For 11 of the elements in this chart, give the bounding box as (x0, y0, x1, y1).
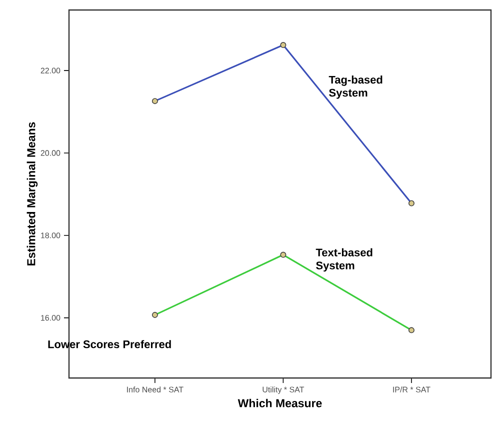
y-tick-label: 16.00 (41, 314, 60, 321)
series-label: Tag-based System (328, 76, 382, 99)
x-tick-label: IP/R * SAT (393, 386, 430, 392)
y-axis-title: Estimated Marginal Means (26, 122, 38, 266)
y-tick-label: 22.00 (40, 68, 60, 74)
series-label: Text-based System (316, 248, 372, 272)
x-tick-label: Info Need * SAT (127, 386, 184, 392)
y-tick-label: 18.00 (41, 232, 60, 238)
x-tick-label: Utility * SAT (262, 386, 304, 394)
x-axis-title: Which Measure (238, 398, 322, 408)
y-tick-label: 20.00 (40, 150, 60, 156)
